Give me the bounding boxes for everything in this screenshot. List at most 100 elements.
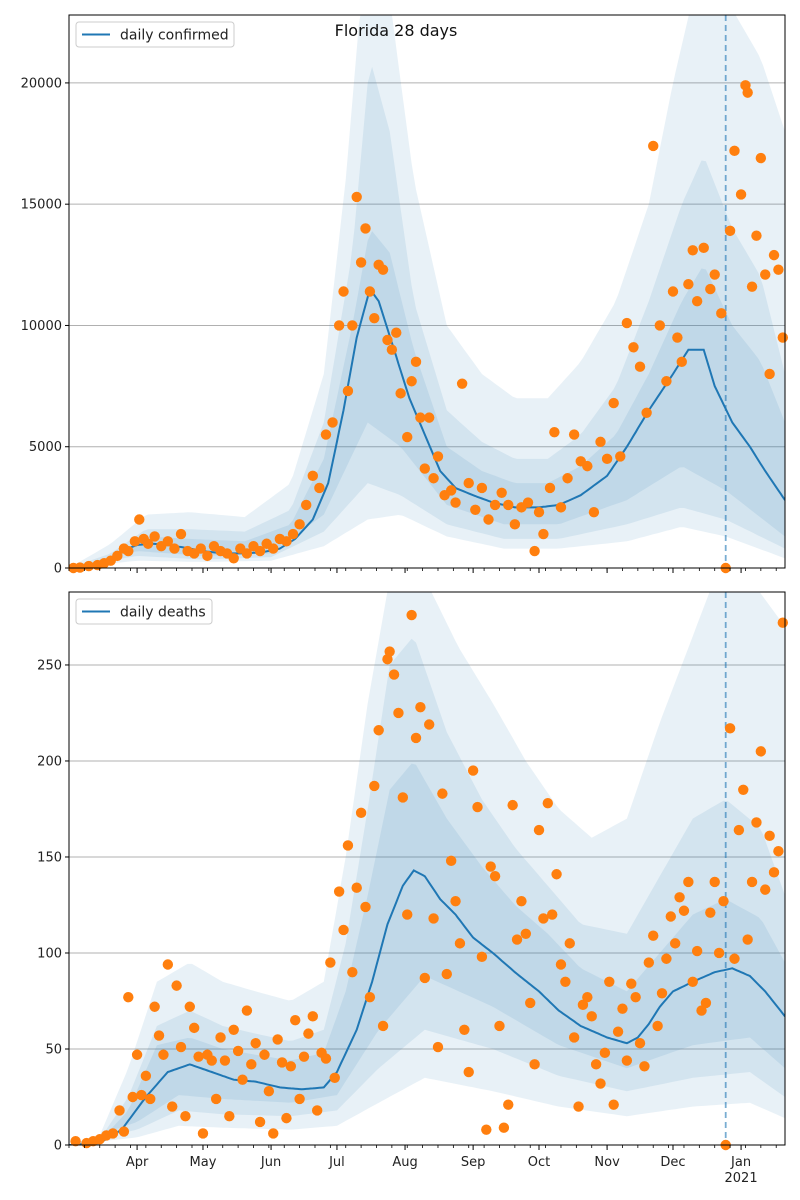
observed-point xyxy=(83,560,94,572)
observed-point xyxy=(441,968,452,980)
observed-point xyxy=(648,930,659,941)
observed-point xyxy=(410,356,422,368)
observed-point xyxy=(333,886,345,897)
observed-point xyxy=(755,746,767,757)
observed-point xyxy=(294,519,305,530)
observed-point xyxy=(162,536,174,547)
observed-point xyxy=(419,463,431,474)
observed-point xyxy=(691,296,703,307)
observed-point xyxy=(320,429,332,440)
observed-point xyxy=(687,245,698,256)
y-tick-label: 20000 xyxy=(21,76,62,91)
observed-point xyxy=(360,223,371,234)
observed-point xyxy=(377,264,389,275)
observed-point xyxy=(175,528,187,540)
observed-point xyxy=(259,1049,270,1060)
observed-point xyxy=(472,801,483,813)
observed-point xyxy=(773,846,784,857)
observed-point xyxy=(369,312,380,324)
observed-point xyxy=(338,924,349,936)
observed-point xyxy=(298,1051,310,1062)
observed-point xyxy=(667,286,679,297)
observed-point xyxy=(355,257,367,268)
observed-point xyxy=(142,538,154,549)
figure-title: Florida 28 days xyxy=(335,21,458,40)
deaths-panel: 0 50 100 150 200 250 Apr May Jun Jul Aug Sep Oct Nov D… xyxy=(37,591,789,1186)
observed-point xyxy=(768,249,780,261)
observed-point xyxy=(114,1105,125,1116)
observed-point xyxy=(735,189,747,200)
observed-point xyxy=(415,702,426,713)
observed-point xyxy=(272,1034,283,1045)
observed-point xyxy=(171,980,182,991)
observed-point xyxy=(180,1110,191,1122)
observed-point xyxy=(320,1053,332,1064)
observed-point xyxy=(145,1093,156,1105)
observed-point xyxy=(511,934,523,945)
observed-point xyxy=(232,1045,244,1057)
observed-point xyxy=(764,368,775,380)
observed-point xyxy=(432,1041,444,1053)
observed-point xyxy=(656,988,668,999)
confidence-band xyxy=(69,638,785,1145)
observed-point xyxy=(485,861,496,872)
observed-point xyxy=(158,1049,169,1060)
observed-point xyxy=(131,1049,143,1060)
observed-point xyxy=(533,824,545,836)
observed-point xyxy=(542,798,553,809)
observed-point xyxy=(406,609,417,621)
x-year-label: 2021 xyxy=(725,1171,758,1186)
observed-point xyxy=(503,1099,514,1110)
observed-point xyxy=(254,545,266,557)
observed-point xyxy=(529,545,540,557)
observed-point xyxy=(777,617,789,628)
observed-point xyxy=(373,725,384,736)
observed-point xyxy=(129,536,141,547)
observed-point xyxy=(764,830,775,842)
observed-point xyxy=(415,412,426,423)
observed-point xyxy=(311,1105,323,1116)
observed-point xyxy=(450,497,461,508)
observed-point xyxy=(525,997,536,1009)
observed-point xyxy=(665,911,676,922)
observed-point xyxy=(617,1003,628,1014)
observed-point xyxy=(615,451,626,462)
observed-point xyxy=(729,145,740,157)
observed-point xyxy=(588,507,600,518)
observed-point xyxy=(705,907,716,918)
x-tick-label: Jul xyxy=(328,1155,345,1170)
observed-point xyxy=(395,388,406,399)
observed-point xyxy=(520,928,532,939)
observed-point xyxy=(777,332,789,343)
observed-point xyxy=(167,1101,178,1112)
observed-point xyxy=(136,1089,147,1101)
observed-point xyxy=(630,991,641,1003)
observed-point xyxy=(696,1005,707,1016)
observed-point xyxy=(303,1028,314,1039)
observed-point xyxy=(333,320,345,331)
x-tick-label: Jan xyxy=(730,1155,751,1170)
observed-point xyxy=(691,945,703,957)
observed-point xyxy=(419,972,431,984)
observed-point xyxy=(760,884,771,895)
observed-point xyxy=(700,997,712,1009)
observed-point xyxy=(533,507,545,518)
observed-point xyxy=(582,991,593,1003)
observed-point xyxy=(327,417,338,428)
observed-point xyxy=(544,482,556,494)
observed-point xyxy=(241,548,253,559)
observed-point xyxy=(538,913,549,924)
plot-area xyxy=(69,592,785,1145)
observed-point xyxy=(564,938,575,949)
observed-point xyxy=(568,1032,580,1043)
observed-point xyxy=(751,817,762,828)
observed-point xyxy=(281,1112,292,1124)
y-tick-label: 50 xyxy=(45,1042,62,1057)
confidence-band xyxy=(69,231,785,568)
observed-point xyxy=(382,334,393,346)
legend: daily confirmed xyxy=(75,21,235,48)
observed-point xyxy=(729,953,740,964)
observed-point xyxy=(112,550,123,562)
observed-point xyxy=(674,892,685,903)
